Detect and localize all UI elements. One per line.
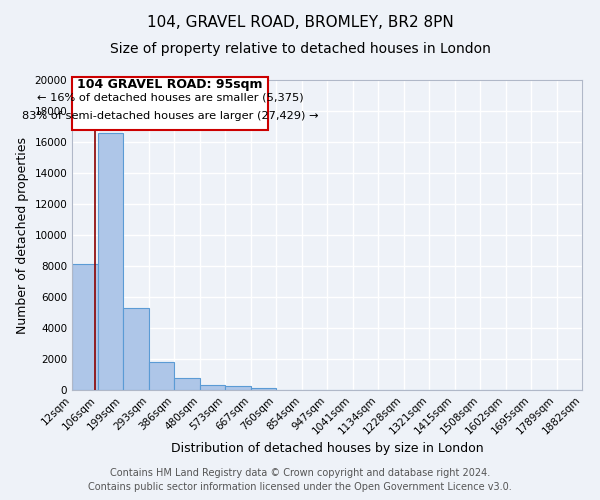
Bar: [149, 362, 174, 390]
Text: 104 GRAVEL ROAD: 95sqm: 104 GRAVEL ROAD: 95sqm: [77, 78, 263, 91]
Text: 104, GRAVEL ROAD, BROMLEY, BR2 8PN: 104, GRAVEL ROAD, BROMLEY, BR2 8PN: [146, 15, 454, 30]
Bar: [72, 264, 98, 390]
FancyBboxPatch shape: [72, 77, 268, 130]
Text: Contains HM Land Registry data © Crown copyright and database right 2024.: Contains HM Land Registry data © Crown c…: [110, 468, 490, 477]
Bar: [123, 308, 149, 390]
Text: ← 16% of detached houses are smaller (5,375): ← 16% of detached houses are smaller (5,…: [37, 92, 303, 102]
X-axis label: Distribution of detached houses by size in London: Distribution of detached houses by size …: [170, 442, 484, 455]
Bar: [200, 386, 225, 390]
Bar: [225, 386, 251, 390]
Y-axis label: Number of detached properties: Number of detached properties: [16, 136, 29, 334]
Text: Contains public sector information licensed under the Open Government Licence v3: Contains public sector information licen…: [88, 482, 512, 492]
Text: Size of property relative to detached houses in London: Size of property relative to detached ho…: [110, 42, 490, 56]
Bar: [251, 388, 276, 390]
Text: 83% of semi-detached houses are larger (27,429) →: 83% of semi-detached houses are larger (…: [22, 110, 318, 120]
Bar: [98, 132, 123, 390]
Bar: [174, 378, 200, 390]
